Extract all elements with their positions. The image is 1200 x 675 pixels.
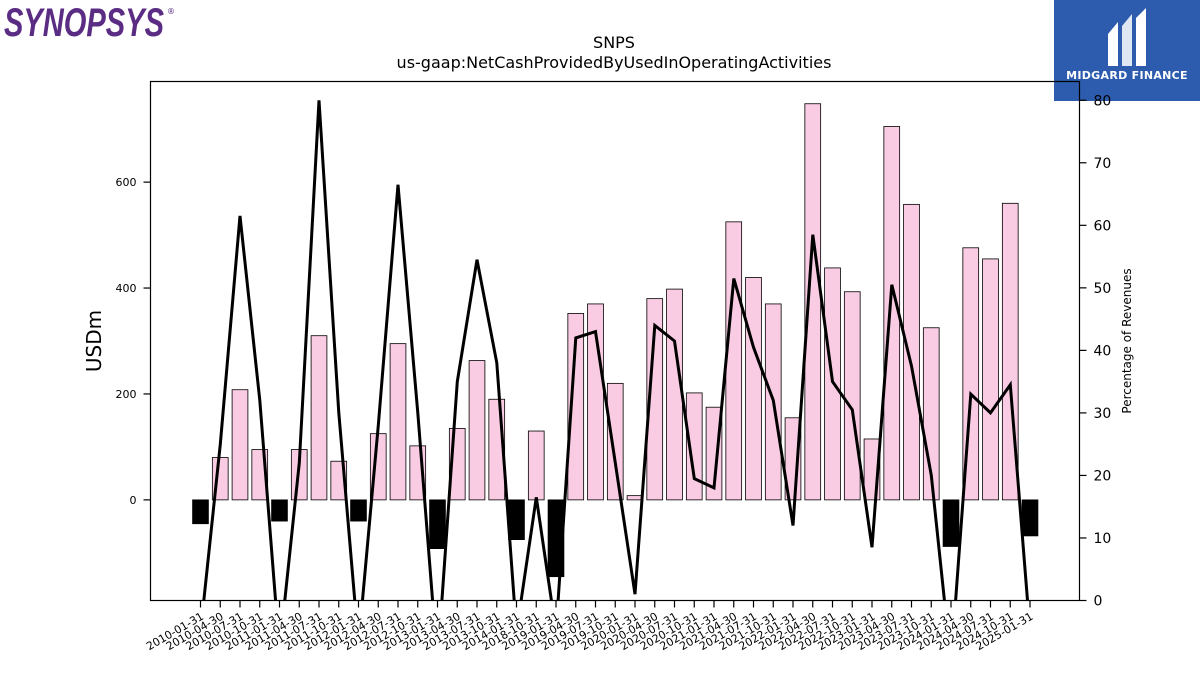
bar-2019-04-30 — [567, 313, 585, 501]
bar-2023-07-31 — [903, 203, 920, 501]
y2-tick-label: 50 — [1094, 281, 1112, 297]
bar-2010-01-31 — [192, 499, 209, 525]
y-tick-label: 400 — [116, 282, 137, 295]
company-logo: SYNOPSYS ® — [4, 1, 175, 45]
bar-2022-10-31 — [843, 291, 861, 501]
chart-subtitle: us-gaap:NetCashProvidedByUsedInOperating… — [397, 53, 832, 72]
bar-2012-01-31 — [350, 499, 367, 522]
bar-2019-10-31 — [606, 382, 624, 501]
midgard-finance-badge: MIDGARD FINANCE — [1054, 0, 1200, 101]
y2-tick-label: 60 — [1094, 218, 1112, 234]
y2-axis-label: Percentage of Revenues — [1120, 268, 1134, 413]
bar-2021-04-30 — [725, 221, 743, 501]
y-tick-label: 600 — [116, 176, 137, 189]
bar-2018-10-31 — [527, 430, 545, 501]
midgard-logo-icon — [1108, 8, 1146, 66]
y-tick-label: 200 — [116, 388, 137, 401]
bar-2020-07-31 — [666, 288, 683, 501]
bar-2010-07-31 — [231, 389, 249, 501]
bar-2013-01-31 — [429, 499, 446, 550]
svg-text:SYNOPSYS: SYNOPSYS — [4, 1, 164, 45]
svg-text:®: ® — [167, 7, 175, 16]
bar-2012-07-31 — [389, 343, 407, 501]
bar-2021-07-31 — [745, 277, 762, 501]
bar-2024-07-31 — [982, 258, 999, 501]
plot-frame — [149, 80, 1081, 602]
y2-tick-label: 0 — [1094, 594, 1103, 610]
y-tick-label: 0 — [130, 494, 137, 507]
y2-tick-label: 40 — [1094, 343, 1112, 359]
percentage-line — [202, 100, 1030, 601]
bar-2011-07-31 — [310, 335, 328, 501]
bar-2020-04-30 — [646, 298, 664, 501]
bar-2020-10-31 — [685, 392, 703, 501]
y2-tick-label: 10 — [1094, 531, 1112, 547]
y-axis-label: USDm — [82, 310, 106, 372]
bar-2011-01-31 — [271, 499, 288, 522]
y2-tick-label: 70 — [1094, 156, 1112, 172]
y2-tick-label: 20 — [1094, 468, 1112, 484]
bar-2025-01-31 — [1021, 499, 1039, 537]
bar-2014-01-31 — [508, 499, 525, 540]
chart-title: SNPS — [593, 33, 635, 52]
y2-tick-label: 80 — [1094, 93, 1112, 109]
bar-2013-07-31 — [468, 360, 486, 501]
bar-2024-01-31 — [942, 499, 960, 547]
badge-text: MIDGARD FINANCE — [1066, 69, 1188, 82]
y2-tick-label: 30 — [1094, 406, 1112, 422]
